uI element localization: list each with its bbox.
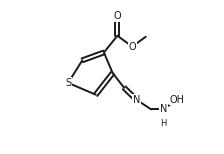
Text: O: O [114, 11, 121, 21]
Text: H: H [160, 119, 166, 128]
Text: N: N [133, 95, 140, 105]
Text: OH: OH [169, 95, 184, 105]
Text: O: O [128, 42, 136, 52]
Text: N: N [160, 104, 167, 114]
Text: S: S [65, 78, 71, 88]
